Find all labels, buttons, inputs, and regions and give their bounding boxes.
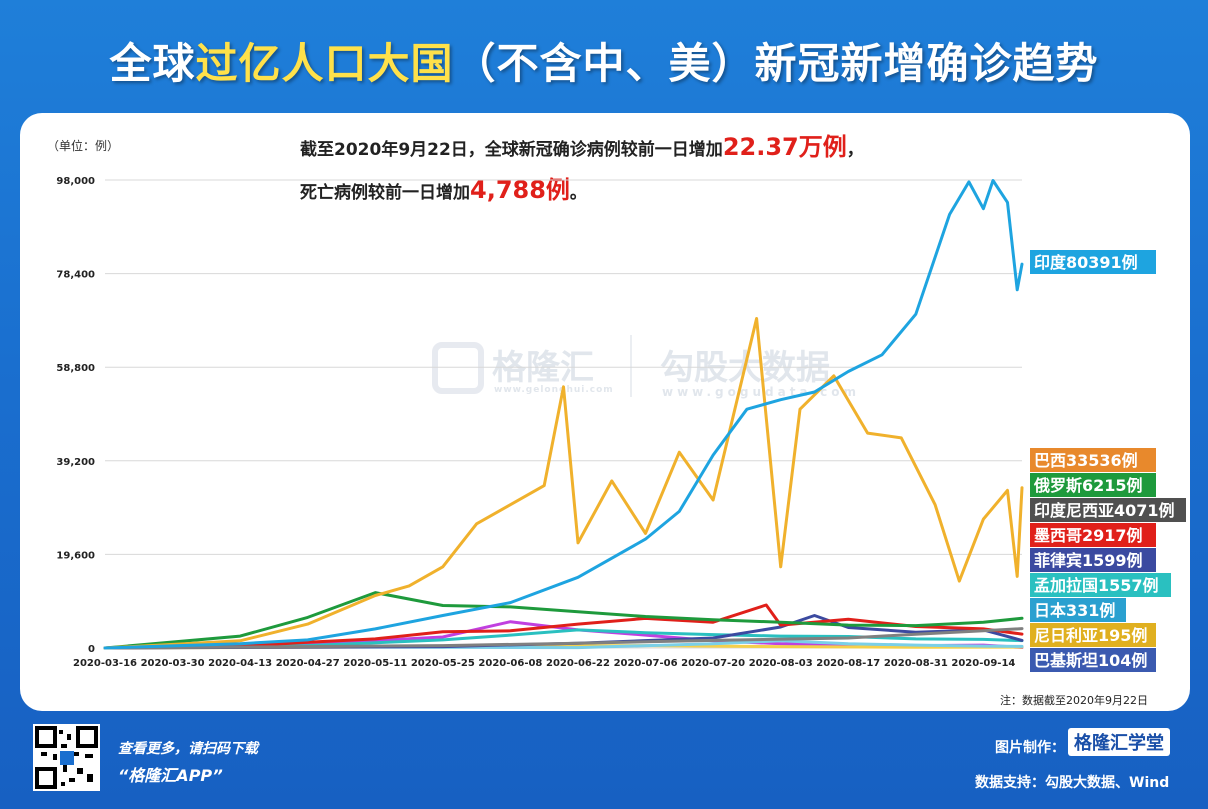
x-tick-label: 2020-05-11 (343, 658, 407, 669)
made-by-label: 图片制作： (995, 740, 1065, 756)
series-line (103, 628, 1024, 650)
series-line (103, 179, 1024, 650)
x-tick-label: 2020-08-03 (749, 658, 813, 669)
watermark-divider (630, 335, 632, 397)
series-label-box (1030, 623, 1156, 647)
x-tick-label: 2020-08-31 (884, 658, 948, 669)
y-tick-label: 78,400 (56, 270, 95, 281)
series-label: 印度80391例 (1034, 253, 1138, 272)
series-label-box (1030, 523, 1156, 547)
scan-text: 查看更多，请扫码下载 (118, 741, 258, 757)
x-tick-label: 2020-05-25 (411, 658, 475, 669)
x-tick-label: 2020-06-08 (478, 658, 542, 669)
series-label-box (1030, 498, 1186, 522)
series-label: 巴基斯坦104例 (1034, 651, 1147, 670)
y-tick-label: 39,200 (56, 457, 95, 468)
series-label-box (1030, 598, 1126, 622)
series-label: 尼日利亚195例 (1034, 626, 1147, 645)
series-label-box (1030, 250, 1156, 274)
new-deaths-value: 4,788例 (470, 176, 570, 204)
page-title: 全球过亿人口大国（不含中、美）新冠新增确诊趋势 (109, 39, 1099, 88)
y-tick-label: 58,800 (56, 363, 95, 374)
x-tick-label: 2020-03-16 (73, 658, 137, 669)
x-tick-label: 2020-04-13 (208, 658, 272, 669)
series-label-box (1030, 448, 1156, 472)
brand-logo: 格隆汇学堂 (1068, 728, 1170, 756)
series-label-box (1030, 473, 1156, 497)
x-tick-label: 2020-06-22 (546, 658, 610, 669)
series-label-box (1030, 548, 1156, 572)
x-tick-label: 2020-08-17 (816, 658, 880, 669)
new-cases-value: 22.37万例 (722, 133, 847, 161)
series-label: 印度尼西亚4071例 (1034, 501, 1175, 520)
app-name: “格隆汇APP” (118, 766, 223, 785)
summary-line-1: 截至2020年9月22日，全球新冠确诊病例较前一日增加22.37万例， (300, 133, 864, 161)
series-label-box (1030, 648, 1156, 672)
x-tick-label: 2020-07-20 (681, 658, 745, 669)
qr-code-icon[interactable] (33, 724, 100, 791)
series-line (103, 627, 1024, 650)
y-tick-label: 98,000 (56, 176, 95, 187)
series-line (103, 591, 1024, 650)
watermark-logo-icon (432, 342, 484, 394)
unit-label: （单位：例） (47, 139, 120, 153)
series-label: 日本331例 (1034, 601, 1115, 620)
x-tick-label: 2020-09-14 (951, 658, 1015, 669)
summary-line-2: 死亡病例较前一日增加4,788例。 (300, 176, 587, 204)
series-label: 孟加拉国1557例 (1034, 576, 1159, 595)
y-tick-label: 19,600 (56, 550, 95, 561)
watermark-right-url: www.gogudata.com (662, 385, 860, 399)
series-label-box (1030, 573, 1171, 597)
data-note: 注：数据截至2020年9月22日 (1000, 694, 1148, 707)
series-label: 俄罗斯6215例 (1033, 476, 1143, 495)
watermark-left-url: www.gelonghui.com (494, 385, 614, 395)
series-line (103, 317, 1024, 650)
series-label: 巴西33536例 (1034, 451, 1138, 470)
x-tick-label: 2020-04-27 (276, 658, 340, 669)
x-tick-label: 2020-07-06 (614, 658, 678, 669)
chart-panel (20, 113, 1190, 711)
watermark-left: 格隆汇 (492, 348, 594, 388)
y-tick-label: 0 (88, 644, 95, 655)
x-tick-label: 2020-03-30 (141, 658, 205, 669)
series-label: 菲律宾1599例 (1034, 551, 1143, 570)
series-label: 墨西哥2917例 (1034, 526, 1143, 545)
data-support-text: 数据支持：勾股大数据、Wind (975, 775, 1170, 791)
